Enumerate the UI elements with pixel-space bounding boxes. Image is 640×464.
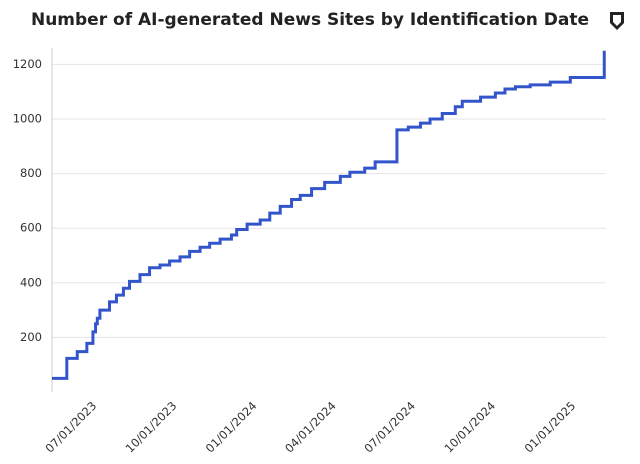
data-line: [52, 50, 606, 380]
x-tick-label: 04/01/2024: [282, 399, 339, 456]
x-tick-label: 01/01/2024: [203, 399, 260, 456]
x-tick-label: 07/01/2024: [361, 399, 418, 456]
y-tick-label: 200: [20, 330, 42, 344]
x-tick-label: 10/01/2023: [123, 399, 180, 456]
chart-title: Number of AI-generated News Sites by Ide…: [31, 10, 589, 30]
x-tick-label: 10/01/2024: [441, 399, 498, 456]
x-tick-label: 07/01/2023: [43, 399, 100, 456]
y-tick-label: 600: [20, 221, 42, 235]
y-tick-label: 800: [20, 166, 42, 180]
logo: [610, 12, 624, 30]
y-tick-label: 400: [20, 275, 42, 289]
y-tick-label: 1200: [13, 57, 42, 71]
y-tick-label: 1000: [13, 111, 42, 125]
x-tick-label: 01/01/2025: [522, 399, 579, 456]
